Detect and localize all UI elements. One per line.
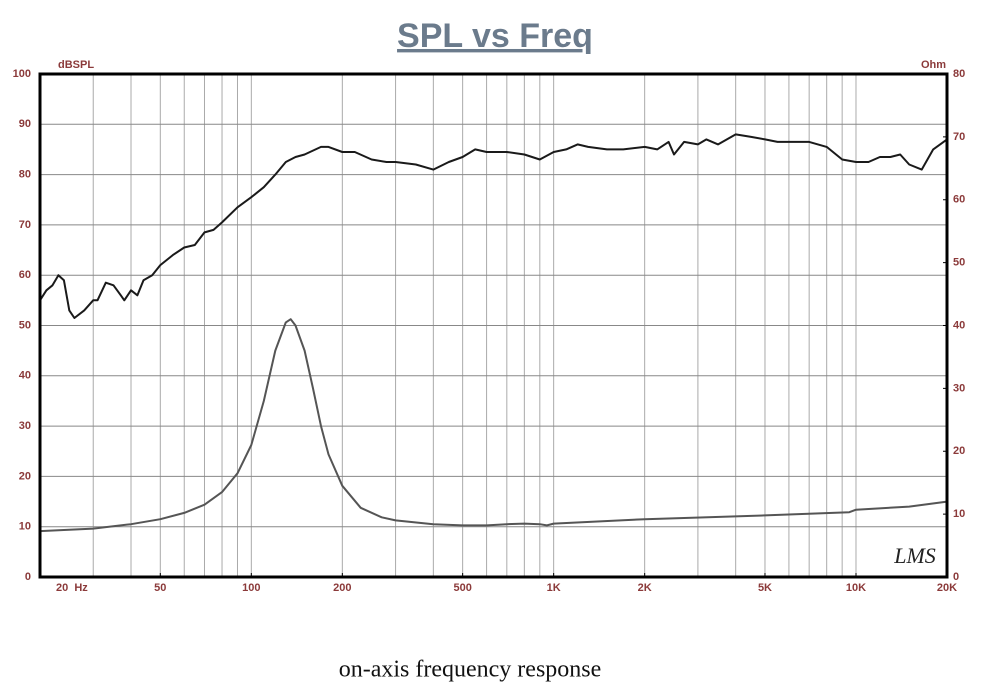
series-line [39,133,948,319]
y-tick-label: 0 [25,571,31,583]
x-tick-label: 20K [937,582,957,594]
caption: on-axis frequency response [339,657,602,683]
y-tick-label: 30 [19,420,31,432]
x-tick-label: 200 [333,582,351,594]
y-axis-label: dBSPL [58,59,94,71]
y-tick-label: 70 [19,219,31,231]
y2-tick-label: 20 [953,445,965,457]
x-tick-label: 5K [758,582,772,594]
y-tick-label: 100 [13,68,31,80]
y2-tick-label: 30 [953,382,965,394]
x-tick-label: 10K [846,582,866,594]
y2-tick-label: 60 [953,194,965,206]
y-tick-label: 40 [19,370,31,382]
x-tick-label: 100 [242,582,260,594]
x-tick-label: 500 [453,582,471,594]
y2-tick-label: 80 [953,68,965,80]
x-tick-label: 50 [154,582,166,594]
y-tick-label: 50 [19,319,31,331]
y-tick-label: 90 [19,118,31,130]
chart-title: SPL vs Freq [397,17,593,55]
y2-tick-label: 40 [953,319,965,331]
y2-tick-label: 0 [953,571,959,583]
logo: LMS [893,543,936,568]
y-tick-label: 10 [19,521,31,533]
x-tick-label: 20 Hz [56,582,88,594]
series-line [39,318,948,533]
y2-tick-label: 10 [953,508,965,520]
y-tick-label: 80 [19,169,31,181]
y2-tick-label: 50 [953,257,965,269]
plot-frame [38,72,949,579]
y2-axis-label: Ohm [921,59,946,71]
y-tick-label: 60 [19,269,31,281]
x-tick-label: 2K [638,582,652,594]
x-tick-label: 1K [547,582,561,594]
y-tick-label: 20 [19,470,31,482]
y2-tick-label: 70 [953,131,965,143]
